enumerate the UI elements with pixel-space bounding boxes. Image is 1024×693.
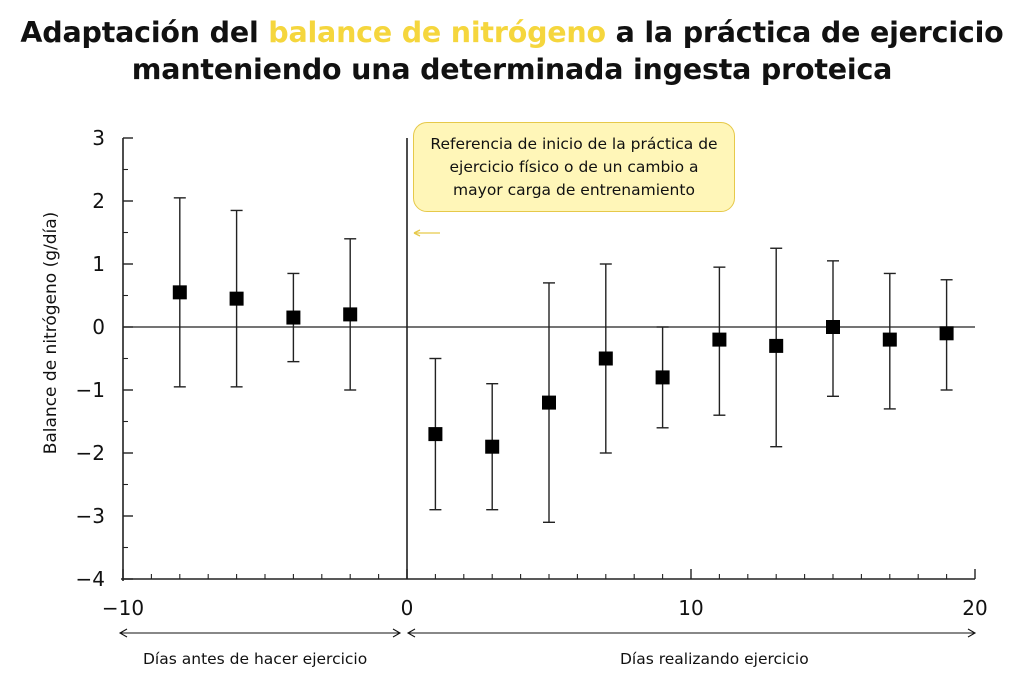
y-tick-label: −4 — [76, 567, 105, 591]
reference-callout-text: Referencia de inicio de la práctica de e… — [430, 134, 718, 199]
chart-title: Adaptación del balance de nitrógeno a la… — [0, 14, 1024, 88]
data-point — [882, 332, 897, 347]
data-point — [286, 310, 301, 325]
y-tick-label: 1 — [92, 252, 105, 276]
x-tick-label: −10 — [102, 596, 144, 620]
data-point — [769, 338, 784, 353]
data-point — [826, 320, 840, 334]
y-tick-label: −3 — [76, 504, 105, 528]
y-tick-label: 3 — [92, 126, 105, 150]
x-tick-label: 10 — [678, 596, 703, 620]
title-highlight: balance de nitrógeno — [268, 16, 606, 49]
reference-callout: Referencia de inicio de la práctica de e… — [413, 122, 735, 212]
title-text-after: a la práctica de ejercicio — [605, 16, 1004, 49]
phase-arrow-before-left-head — [118, 628, 128, 638]
y-tick-label: −1 — [76, 378, 105, 402]
data-point — [712, 332, 727, 347]
title-line-1: Adaptación del balance de nitrógeno a la… — [0, 14, 1024, 51]
phase-label-during: Días realizando ejercicio — [620, 650, 809, 668]
y-tick-label: 0 — [92, 315, 105, 339]
data-point — [939, 326, 954, 341]
data-point — [428, 427, 443, 442]
y-tick-label: −2 — [76, 441, 105, 465]
data-point — [598, 351, 613, 366]
x-tick-label: 20 — [962, 596, 987, 620]
phase-label-before: Días antes de hacer ejercicio — [143, 650, 368, 668]
phase-arrow-during-right-head — [967, 628, 977, 638]
title-text-before: Adaptación del — [20, 16, 269, 49]
phase-arrow-before-right-head — [392, 628, 402, 638]
data-point — [542, 395, 556, 410]
title-line-2: manteniendo una determinada ingesta prot… — [131, 53, 893, 86]
y-axis-label: Balance de nitrógeno (g/día) — [41, 211, 61, 455]
phase-arrow-during-left-head — [406, 628, 416, 638]
data-point — [172, 285, 187, 300]
data-point — [485, 439, 500, 454]
x-tick-label: 0 — [401, 596, 414, 620]
data-point — [229, 291, 244, 306]
y-tick-label: 2 — [92, 189, 105, 213]
callout-pointer-head — [413, 229, 421, 237]
data-point — [343, 307, 358, 322]
data-point — [655, 370, 670, 385]
